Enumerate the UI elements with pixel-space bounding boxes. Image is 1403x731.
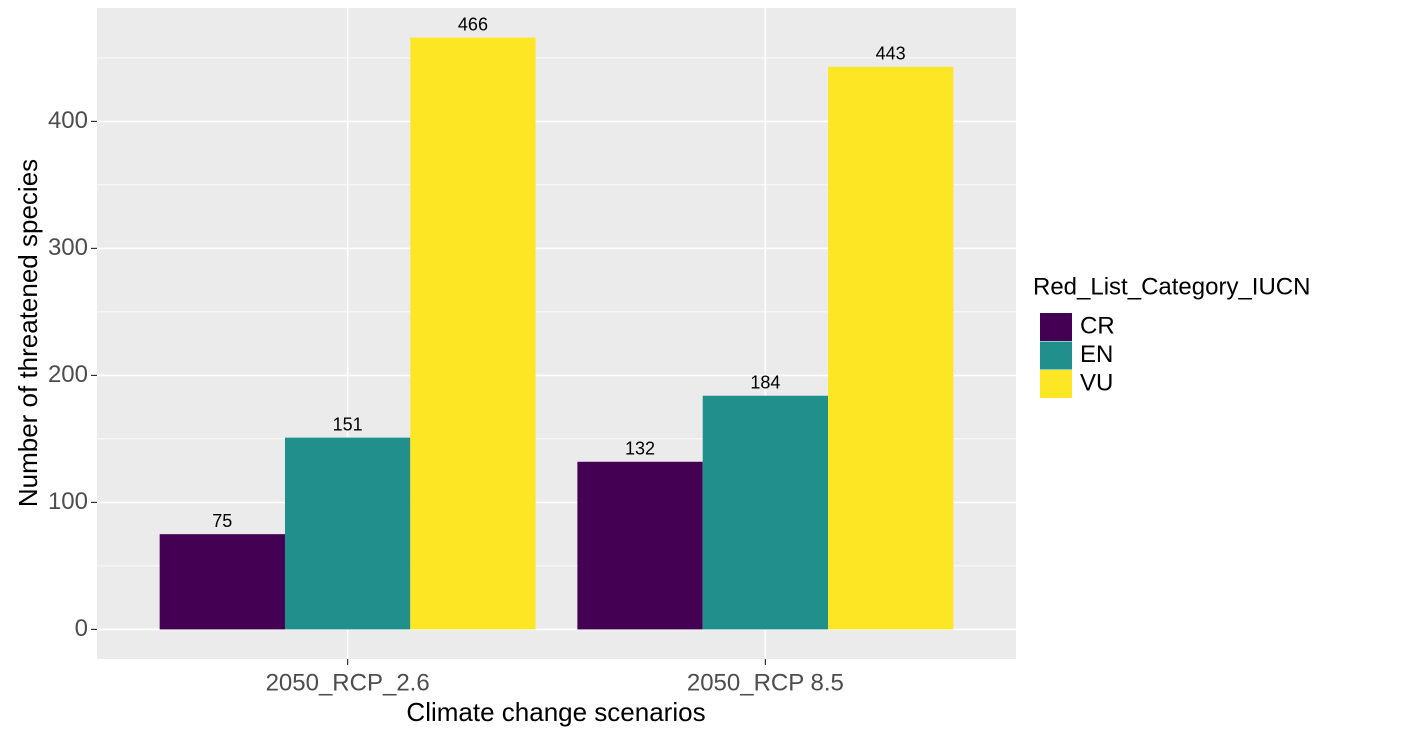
bar [828,66,954,630]
legend-key [1040,370,1072,398]
bar [159,534,285,630]
x-tick-label: 2050_RCP_2.6 [266,669,430,696]
bar [577,461,703,630]
x-tick-label: 2050_RCP 8.5 [687,669,844,696]
data-label: 132 [625,439,655,459]
legend-key [1040,313,1072,341]
legend-label: VU [1080,369,1113,396]
y-tick-label: 300 [48,234,88,261]
bar [702,395,829,630]
legend-title: Red_List_Category_IUCN [1033,273,1310,300]
y-tick-label: 100 [48,488,88,515]
y-axis-title: Number of threatened species [13,159,43,507]
bar [284,437,411,630]
legend-label: EN [1080,341,1113,368]
data-label: 466 [458,14,488,34]
bar [410,37,536,630]
data-label: 151 [333,414,363,434]
data-label: 75 [212,511,232,531]
legend-key [1040,341,1072,370]
x-axis-title: Climate change scenarios [406,697,705,727]
y-tick-label: 0 [75,615,88,642]
y-tick-label: 400 [48,107,88,134]
legend-label: CR [1080,312,1115,339]
data-label: 443 [876,44,906,64]
y-tick-label: 200 [48,361,88,388]
data-label: 184 [750,372,780,392]
